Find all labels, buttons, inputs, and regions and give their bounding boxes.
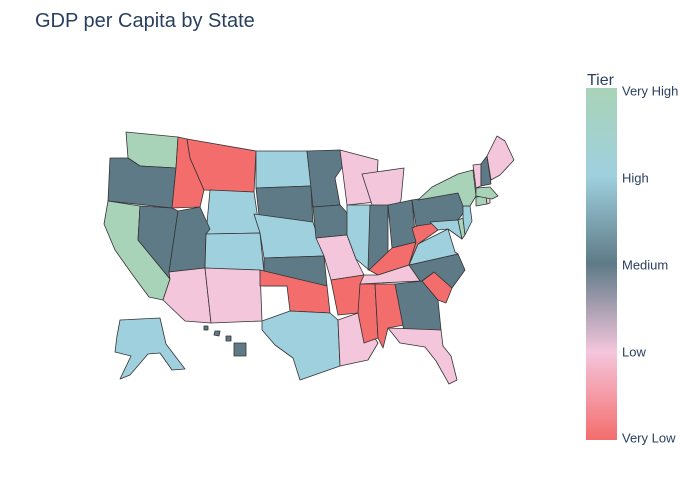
- state-ia[interactable]: [312, 204, 350, 239]
- state-il[interactable]: [346, 204, 371, 271]
- state-nd[interactable]: [255, 150, 312, 189]
- state-tx[interactable]: [261, 310, 341, 381]
- state-hi[interactable]: [203, 325, 247, 357]
- state-wy[interactable]: [205, 189, 261, 235]
- state-md[interactable]: [429, 219, 463, 240]
- state-fl[interactable]: [387, 327, 458, 385]
- legend-tick-high: High: [622, 170, 649, 186]
- state-co[interactable]: [204, 232, 265, 273]
- state-ma[interactable]: [475, 186, 499, 200]
- legend-tick-medium: Medium: [622, 257, 669, 273]
- state-ms[interactable]: [357, 283, 379, 344]
- state-ne[interactable]: [253, 213, 325, 259]
- state-ga[interactable]: [394, 280, 442, 332]
- state-nm[interactable]: [204, 267, 263, 324]
- legend-tick-low: Low: [622, 344, 646, 360]
- state-ak[interactable]: [114, 317, 186, 380]
- state-nj[interactable]: [462, 205, 473, 236]
- chart-title: GDP per Capita by State: [35, 10, 255, 32]
- state-oh[interactable]: [387, 199, 417, 249]
- legend-colorbar: [586, 88, 617, 440]
- state-az[interactable]: [162, 267, 212, 324]
- legend-title: Tier: [587, 72, 614, 89]
- legend-tick-very-low: Very Low: [622, 430, 676, 446]
- state-nh[interactable]: [480, 155, 492, 187]
- state-me[interactable]: [486, 135, 515, 181]
- legend-tick-very-high: Very High: [622, 83, 679, 99]
- state-nc[interactable]: [408, 253, 466, 289]
